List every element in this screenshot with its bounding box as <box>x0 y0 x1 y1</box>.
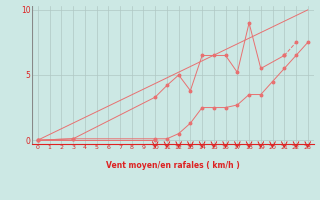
X-axis label: Vent moyen/en rafales ( km/h ): Vent moyen/en rafales ( km/h ) <box>106 161 240 170</box>
